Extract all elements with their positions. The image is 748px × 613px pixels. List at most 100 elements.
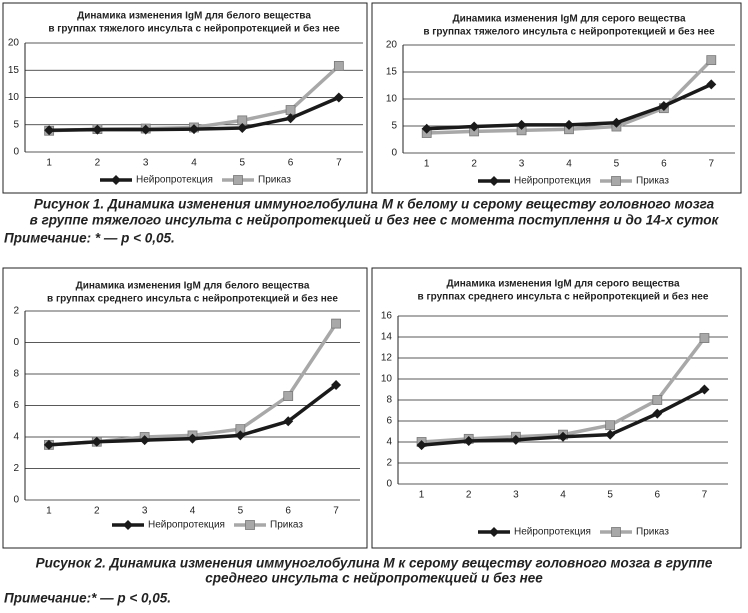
y-tick-label: 4: [13, 432, 19, 443]
legend-label: Нейропротекция: [514, 176, 591, 187]
x-tick-label: 2: [471, 159, 477, 170]
x-tick-label: 2: [466, 490, 472, 501]
legend-label: Нейропротекция: [514, 527, 591, 538]
legend-label: Приказ: [258, 175, 291, 186]
chart-subtitle: в группах тяжелого инсульта с нейропроте…: [48, 23, 340, 35]
x-tick-label: 4: [191, 158, 197, 169]
x-tick-label: 4: [566, 159, 572, 170]
y-tick-label: 15: [8, 65, 20, 76]
y-tick-label: 16: [381, 311, 393, 322]
caption: Рисунок 1. Динамика изменения иммуноглоб…: [34, 197, 715, 212]
x-tick-label: 5: [240, 158, 246, 169]
legend-label: Приказ: [636, 527, 669, 538]
point: [652, 408, 663, 419]
x-tick-label: 3: [143, 158, 149, 169]
chart-frame: [2, 267, 368, 549]
y-tick-label: 8: [386, 395, 392, 406]
x-tick-label: 2: [94, 506, 100, 517]
x-tick-label: 1: [424, 159, 430, 170]
legend-label: Приказ: [636, 176, 669, 187]
point: [187, 433, 198, 444]
chart-frame: [371, 2, 742, 194]
y-tick-label: 2: [386, 458, 392, 469]
point: [44, 125, 55, 136]
chart-title: Динамика изменения IgM для белого вещест…: [77, 10, 311, 22]
y-tick-label: 0: [13, 337, 19, 348]
point: [421, 123, 432, 134]
legend-label: Нейропротекция: [148, 520, 225, 531]
chart-frame: [2, 2, 368, 194]
x-tick-label: 7: [702, 490, 708, 501]
y-tick-label: 8: [13, 369, 19, 380]
y-tick-label: 15: [386, 67, 398, 78]
legend-marker: [489, 176, 499, 186]
chart-title: Динамика изменения IgM для серого вещест…: [452, 14, 685, 25]
point: [658, 101, 669, 112]
series-line: [421, 336, 706, 444]
legend-marker: [111, 175, 121, 185]
y-tick-label: 2: [13, 306, 19, 317]
point: [189, 124, 199, 135]
point: [333, 60, 344, 71]
point: [331, 380, 342, 391]
chart-title: Динамика изменения IgM для серого вещест…: [446, 279, 679, 290]
y-tick-label: 6: [386, 416, 392, 427]
y-tick-label: 2: [13, 463, 19, 474]
point: [516, 119, 527, 130]
point: [706, 79, 717, 90]
x-tick-label: 2: [95, 158, 101, 169]
point: [140, 124, 151, 135]
chart-subtitle: в группах тяжелого инсульта с нейропроте…: [423, 26, 715, 38]
legend-label: Приказ: [270, 520, 303, 531]
y-tick-label: 12: [381, 353, 393, 364]
point: [605, 420, 616, 431]
chart-frame: [371, 267, 742, 549]
x-tick-label: 3: [519, 159, 525, 170]
point: [652, 395, 663, 405]
y-tick-label: 0: [386, 479, 392, 490]
point: [331, 318, 341, 329]
point: [605, 429, 616, 440]
point: [469, 121, 480, 132]
point: [235, 430, 246, 441]
series-line: [48, 322, 338, 447]
point: [285, 105, 296, 115]
x-tick-label: 6: [661, 159, 667, 170]
y-tick-label: 10: [381, 374, 393, 385]
point: [558, 431, 568, 442]
legend-marker: [489, 527, 499, 537]
y-tick-label: 20: [386, 40, 398, 51]
x-tick-label: 3: [513, 490, 519, 501]
legend-marker: [233, 175, 243, 185]
point: [699, 384, 710, 395]
x-tick-label: 6: [288, 158, 294, 169]
y-tick-label: 20: [8, 38, 20, 49]
point: [139, 435, 150, 446]
point: [510, 434, 521, 445]
x-tick-label: 5: [607, 490, 613, 501]
legend-marker: [245, 520, 255, 530]
x-tick-label: 5: [614, 159, 620, 170]
x-tick-label: 7: [333, 506, 339, 517]
legend-marker: [611, 527, 621, 537]
point: [91, 436, 102, 447]
y-tick-label: 5: [391, 121, 397, 132]
y-tick-label: 4: [386, 437, 392, 448]
x-tick-label: 3: [142, 506, 148, 517]
y-tick-label: 0: [13, 147, 19, 158]
x-tick-label: 1: [46, 506, 52, 517]
x-tick-label: 6: [655, 490, 661, 501]
y-tick-label: 6: [13, 400, 19, 411]
point: [333, 92, 344, 103]
point: [416, 440, 427, 451]
chart-subtitle: в группах среднего инсульта с нейропроте…: [47, 293, 338, 305]
y-tick-label: 14: [381, 332, 393, 343]
x-tick-label: 1: [46, 158, 52, 169]
x-tick-label: 7: [336, 158, 342, 169]
caption: среднего инсульта с нейропротекцией и бе…: [205, 571, 543, 586]
legend-marker: [123, 520, 133, 530]
y-tick-label: 5: [13, 119, 19, 130]
point: [237, 123, 248, 134]
legend-label: Нейропротекция: [136, 175, 213, 186]
